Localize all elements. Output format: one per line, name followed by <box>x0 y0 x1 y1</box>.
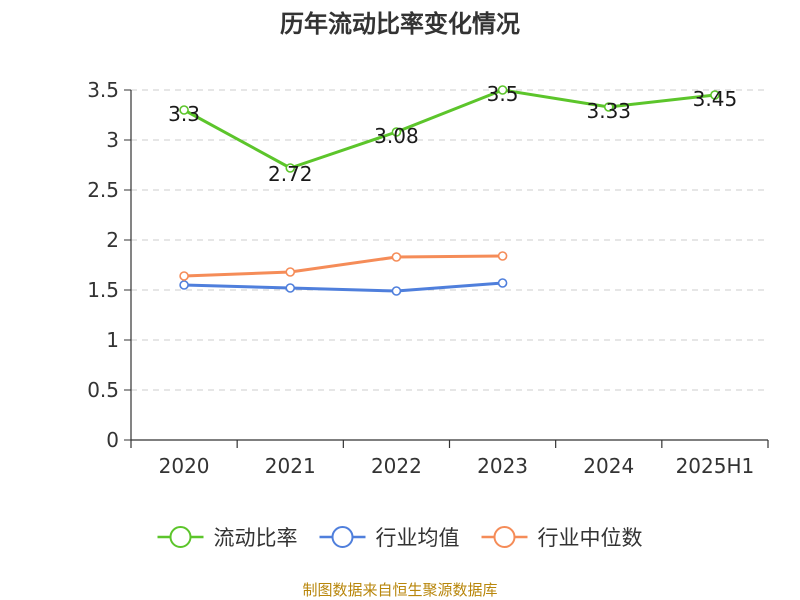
x-tick-label: 2023 <box>477 454 528 478</box>
data-point <box>285 267 296 277</box>
legend-marker <box>169 526 192 548</box>
legend-item[interactable]: 行业中位数 <box>481 526 643 550</box>
legend-label: 行业均值 <box>376 526 460 550</box>
data-source-note: 制图数据来自恒生聚源数据库 <box>302 581 497 599</box>
series-line <box>184 254 503 278</box>
x-tick-label: 2024 <box>583 454 634 478</box>
data-point <box>391 252 402 262</box>
data-label: 2.72 <box>268 162 313 186</box>
legend-label: 行业中位数 <box>538 526 643 550</box>
y-tick-label: 1 <box>106 328 119 352</box>
y-tick-label: 3 <box>106 128 119 152</box>
data-point <box>179 280 189 290</box>
legend-item[interactable]: 流动比率 <box>157 526 298 550</box>
y-tick-label: 0 <box>106 428 119 452</box>
data-point <box>710 90 720 100</box>
data-point <box>285 283 296 293</box>
data-point <box>285 163 296 173</box>
data-point <box>391 286 402 296</box>
y-tick-label: 2.5 <box>87 178 119 202</box>
legend-marker <box>493 526 516 548</box>
x-tick-label: 2025H1 <box>676 454 755 478</box>
data-point <box>497 85 508 95</box>
x-tick-label: 2022 <box>371 454 422 478</box>
y-tick-label: 3.5 <box>87 78 119 102</box>
data-point <box>391 127 402 137</box>
data-label: 3.3 <box>168 102 200 126</box>
data-label: 3.08 <box>374 124 419 148</box>
data-label: 3.33 <box>586 99 631 123</box>
data-label: 3.45 <box>693 87 738 111</box>
x-tick-label: 2020 <box>159 454 210 478</box>
data-point <box>179 271 189 281</box>
series-line <box>184 281 503 293</box>
chart-title: 历年流动比率变化情况 <box>280 10 520 38</box>
data-point <box>603 102 614 112</box>
legend-marker <box>331 526 354 548</box>
data-point <box>497 251 508 261</box>
y-tick-label: 0.5 <box>87 378 119 402</box>
data-label: 3.5 <box>487 82 519 106</box>
y-tick-label: 1.5 <box>87 278 119 302</box>
legend-item[interactable]: 行业均值 <box>319 526 460 550</box>
data-point <box>497 278 508 288</box>
y-tick-label: 2 <box>106 228 119 252</box>
data-point <box>179 105 189 115</box>
x-tick-label: 2021 <box>265 454 316 478</box>
series-line <box>183 88 716 170</box>
legend-label: 流动比率 <box>214 526 298 550</box>
